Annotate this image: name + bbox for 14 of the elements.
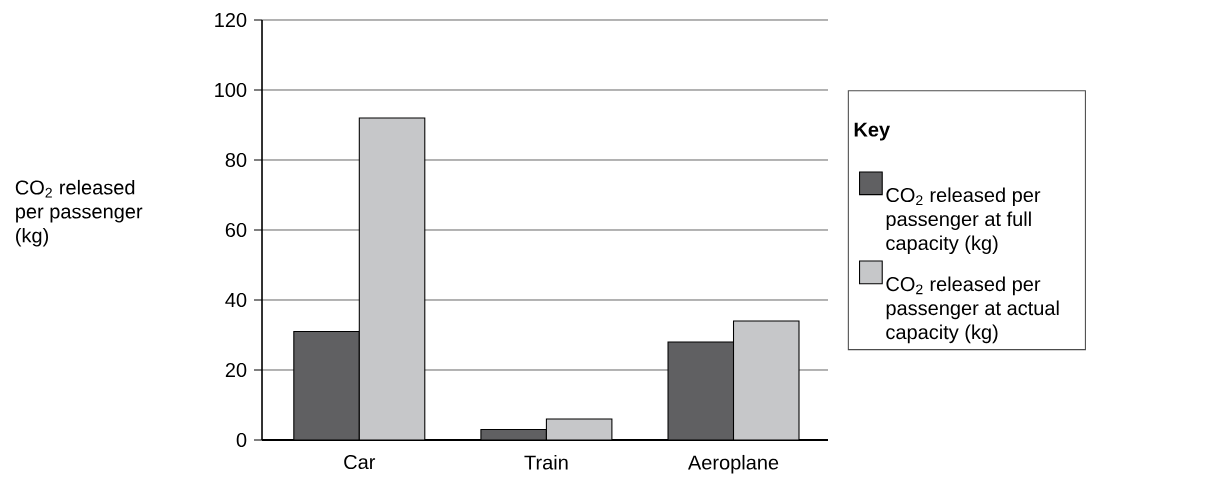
x-tick-label: Train (524, 454, 568, 470)
y-tick-label: 0 (236, 432, 247, 448)
y-tick-label: 60 (225, 222, 247, 238)
y-tick-label: 100 (215, 82, 247, 98)
y-tick-label: 40 (225, 292, 247, 308)
legend-title: Key (854, 122, 890, 141)
x-tick-label: Aeroplane (687, 454, 779, 474)
x-tick-label: Car (344, 454, 376, 470)
y-axis-title: CO$_{2}$ released per passenger (kg) (15, 179, 143, 247)
legend-label: CO$_{2}$ released per passenger at full capacity (kg) (886, 187, 1041, 255)
y-tick-label: 20 (225, 362, 247, 378)
y-tick-label: 80 (225, 152, 247, 168)
y-tick-label: 120 (215, 12, 247, 28)
legend-label: CO$_{2}$ released per passenger at actual capacity (kg) (886, 276, 1059, 344)
